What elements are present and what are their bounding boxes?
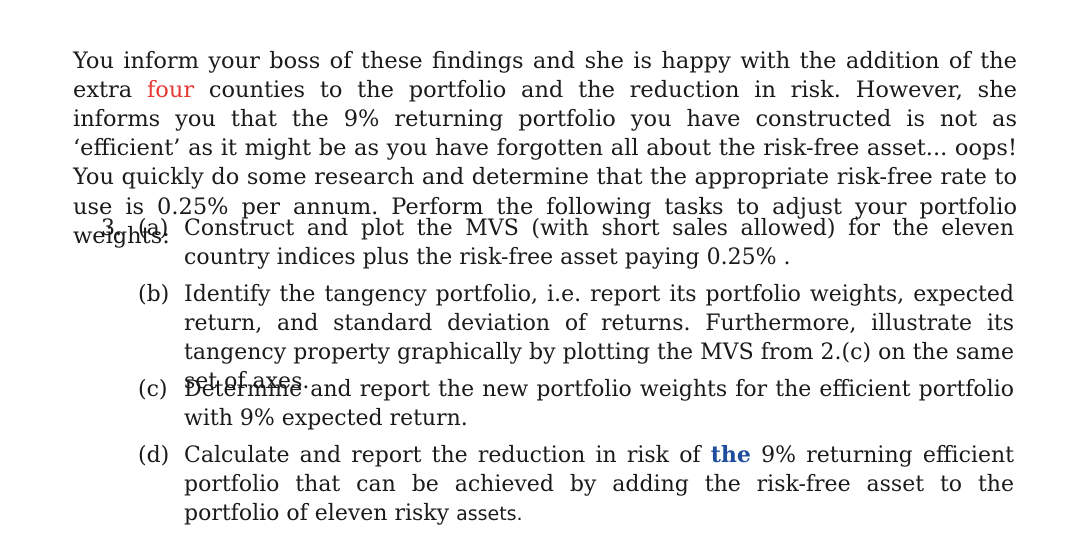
- item-text: Construct and plot the MVS (with short s…: [184, 216, 1014, 270]
- item-label: (b): [138, 282, 170, 307]
- item-text: Determine and report the new portfolio w…: [184, 377, 1014, 431]
- intro-text-part2: counties to the portfolio and the reduct…: [73, 76, 1018, 249]
- item-text-last: assets.: [456, 503, 523, 525]
- item-label: (c): [138, 377, 168, 402]
- highlighted-word: four: [146, 76, 195, 103]
- item-text-after: 9% returning efficient portfolio that ca…: [184, 443, 1014, 526]
- question-number: 3.: [101, 216, 122, 241]
- highlighted-word: the: [710, 442, 751, 468]
- intro-text-part1: You inform your boss of these findings a…: [73, 47, 1017, 103]
- item-text: Calculate and report the reduction in ri…: [184, 441, 1014, 529]
- item-label: (a): [138, 216, 169, 241]
- item-text-before: Calculate and report the reduction in ri…: [184, 443, 711, 468]
- intro-paragraph: You inform your boss of these findings a…: [73, 47, 1017, 251]
- item-text: Identify the tangency portfolio, i.e. re…: [184, 282, 1014, 394]
- cut-off-text-fragment: [230, 0, 237, 11]
- item-label: (d): [138, 443, 170, 468]
